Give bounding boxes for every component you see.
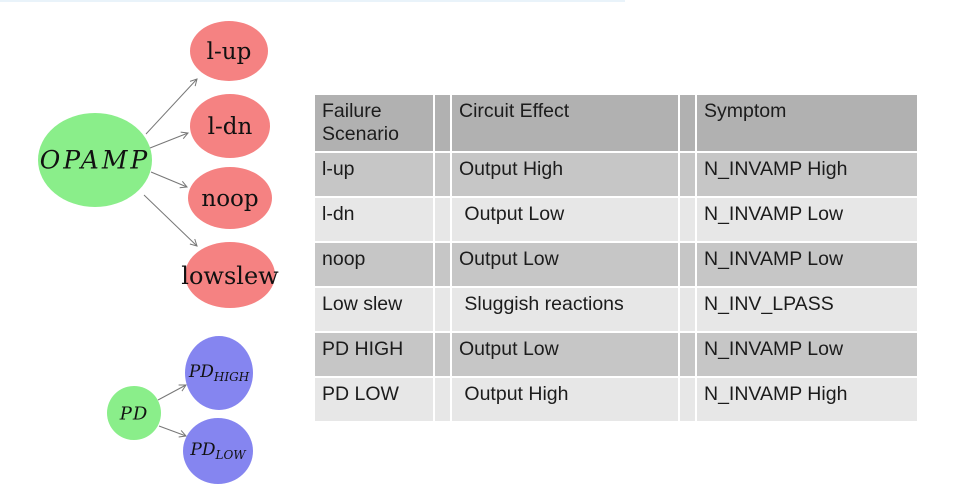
cell-symptom: N_INVAMP Low [697, 198, 917, 241]
opamp-tree: OPAMP l-up l-dn noop lowslew [38, 21, 279, 308]
cell-symptom: N_INVAMP High [697, 378, 917, 421]
table-row: noop Output Low N_INVAMP Low [315, 243, 917, 286]
node-pd-high [185, 336, 253, 410]
cell-symptom: N_INVAMP Low [697, 243, 917, 286]
node-noop-label: noop [201, 186, 258, 212]
cell-symptom: N_INVAMP High [697, 153, 917, 196]
table-row: l-up Output High N_INVAMP High [315, 153, 917, 196]
spacer-cell [435, 378, 450, 421]
spacer-cell [435, 198, 450, 241]
node-l-up [190, 21, 268, 81]
cell-failure-scenario: l-up [315, 153, 433, 196]
spacer-cell [435, 333, 450, 376]
spacer-cell [680, 333, 695, 376]
cell-circuit-effect: Output Low [452, 198, 678, 241]
table-row: PD LOW Output High N_INVAMP High [315, 378, 917, 421]
edge-opamp-noop [150, 171, 188, 189]
node-pd-low [183, 418, 253, 484]
pd-high-subscript: HIGH [213, 370, 250, 384]
node-lowslew [185, 242, 275, 308]
cell-circuit-effect: Output Low [452, 243, 678, 286]
edge-pd-pd-high [157, 384, 187, 401]
spacer-cell [435, 153, 450, 196]
edge-opamp-lowslew [143, 194, 198, 247]
node-pd [107, 386, 161, 440]
spacer-cell [680, 243, 695, 286]
header-failure-scenario: Failure Scenario [315, 95, 433, 151]
node-opamp [38, 113, 152, 207]
cell-failure-scenario: l-dn [315, 198, 433, 241]
cell-circuit-effect: Output High [452, 378, 678, 421]
node-noop [188, 167, 272, 229]
spacer-cell [680, 153, 695, 196]
node-pd-low-label: PDLOW [189, 440, 247, 462]
node-pd-label: PD [119, 404, 149, 425]
failure-table: Failure Scenario Circuit Effect Symptom … [313, 93, 919, 423]
cell-circuit-effect: Output High [452, 153, 678, 196]
spacer-cell [680, 378, 695, 421]
table-row: l-dn Output Low N_INVAMP Low [315, 198, 917, 241]
window-top-edge [0, 0, 625, 2]
edge-opamp-l-dn [149, 131, 189, 149]
edge-pd-pd-low [158, 425, 187, 438]
node-pd-high-label: PDHIGH [188, 362, 250, 384]
node-l-dn [190, 94, 270, 158]
spacer-cell [680, 95, 695, 151]
header-circuit-effect: Circuit Effect [452, 95, 678, 151]
pd-high-main: PD [188, 362, 214, 382]
pd-low-main: PD [189, 440, 215, 460]
spacer-cell [435, 95, 450, 151]
spacer-cell [680, 198, 695, 241]
node-l-up-label: l-up [207, 39, 252, 65]
node-l-dn-label: l-dn [208, 114, 253, 140]
failure-table-container: Failure Scenario Circuit Effect Symptom … [313, 93, 919, 423]
cell-symptom: N_INV_LPASS [697, 288, 917, 331]
cell-circuit-effect: Output Low [452, 333, 678, 376]
cell-failure-scenario: noop [315, 243, 433, 286]
cell-symptom: N_INVAMP Low [697, 333, 917, 376]
table-header-row: Failure Scenario Circuit Effect Symptom [315, 95, 917, 151]
spacer-cell [435, 288, 450, 331]
cell-circuit-effect: Sluggish reactions [452, 288, 678, 331]
pd-low-subscript: LOW [214, 448, 247, 462]
table-row: Low slew Sluggish reactions N_INV_LPASS [315, 288, 917, 331]
edge-opamp-l-up [145, 78, 198, 135]
cell-failure-scenario: Low slew [315, 288, 433, 331]
table-row: PD HIGH Output Low N_INVAMP Low [315, 333, 917, 376]
header-symptom: Symptom [697, 95, 917, 151]
node-lowslew-label: lowslew [181, 262, 279, 290]
node-opamp-label: OPAMP [40, 146, 151, 175]
cell-failure-scenario: PD LOW [315, 378, 433, 421]
fault-tree-diagram: OPAMP l-up l-dn noop lowslew PD PDHIGH P… [38, 21, 279, 484]
cell-failure-scenario: PD HIGH [315, 333, 433, 376]
spacer-cell [680, 288, 695, 331]
spacer-cell [435, 243, 450, 286]
pd-tree: PD PDHIGH PDLOW [107, 336, 253, 484]
